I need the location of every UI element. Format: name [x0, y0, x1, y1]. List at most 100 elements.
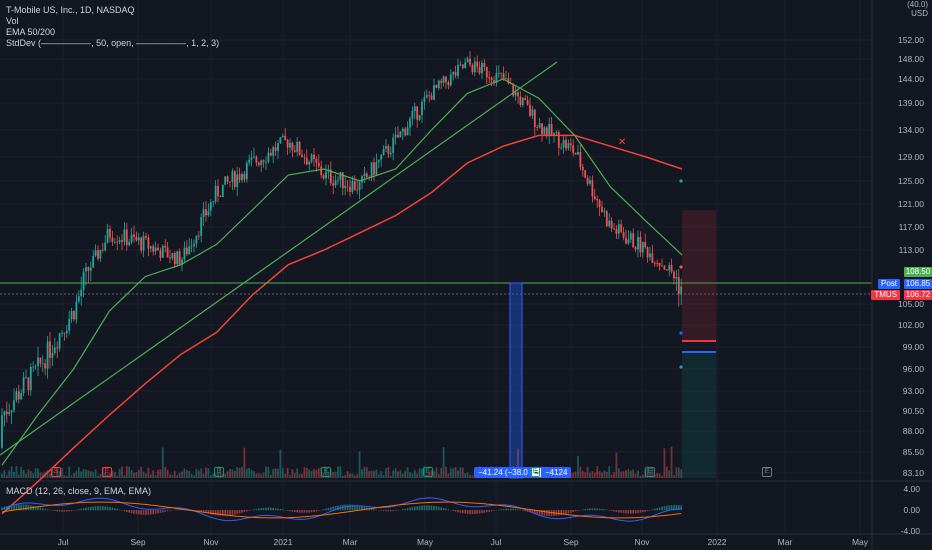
candle-body [572, 145, 575, 153]
candle-body [430, 95, 433, 100]
candle-body [82, 271, 85, 290]
candle-body [529, 104, 531, 116]
event-marker-s[interactable]: S [51, 467, 61, 477]
candle-body [303, 157, 306, 158]
candle-body [231, 171, 234, 182]
volume-bar [389, 475, 392, 478]
event-marker-e[interactable]: E [645, 467, 655, 477]
volume-bar [421, 468, 423, 478]
candle-body [286, 139, 289, 148]
volume-bar [416, 473, 419, 478]
candle-body [406, 127, 409, 136]
candle-body [361, 176, 363, 183]
macd-hist-bar [666, 505, 668, 511]
macd-hist-bar [663, 506, 666, 511]
macd-hist-bar [303, 510, 306, 513]
candle-body [502, 73, 505, 79]
volume-bar [675, 467, 678, 478]
legend-vol[interactable]: Vol [6, 16, 19, 26]
macd-legend[interactable]: MACD (12, 26, close, 9, EMA, EMA) [6, 486, 152, 496]
price-tick: 90.50 [903, 406, 925, 416]
volume-bar [8, 470, 11, 478]
volume-bar [193, 475, 195, 478]
candle-body [445, 76, 447, 83]
macd-hist-bar [382, 510, 385, 512]
macd-hist-bar [51, 510, 54, 511]
event-marker-e[interactable]: E [102, 467, 112, 477]
currency-unit[interactable]: (40.0) USD [907, 0, 928, 18]
volume-bar [217, 472, 219, 478]
candle-body [344, 185, 347, 189]
macd-hist-bar [133, 510, 135, 514]
macd-hist-bar [522, 510, 524, 511]
candle-body [397, 134, 399, 138]
macd-hist-bar [128, 510, 130, 513]
candle-body [207, 210, 210, 216]
macd-hist-bar [301, 510, 303, 513]
legend-ema[interactable]: EMA 50/200 [6, 27, 56, 37]
macd-hist-bar [524, 510, 526, 512]
volume-bar [572, 472, 575, 478]
volume-bar [97, 475, 99, 478]
event-marker-e[interactable]: E [530, 467, 540, 477]
volume-bar [130, 470, 133, 478]
macd-hist-bar [327, 507, 330, 511]
volume-bar [248, 467, 251, 478]
macd-hist-bar [291, 510, 294, 512]
macd-hist-bar [114, 508, 116, 511]
volume-bar [397, 471, 399, 478]
candle-body [490, 77, 493, 81]
price-tick: 99.00 [903, 342, 925, 352]
event-marker-e[interactable]: E [214, 467, 224, 477]
macd-hist-bar [37, 506, 39, 511]
time-tick: 2022 [708, 537, 727, 547]
volume-bar [332, 471, 335, 478]
candle-body [310, 154, 313, 162]
macd-hist-bar [265, 507, 267, 511]
macd-hist-bar [116, 508, 118, 511]
macd-tick: 4.00 [903, 484, 920, 494]
macd-hist-bar [361, 506, 363, 511]
volume-bar [224, 473, 227, 478]
volume-bar [73, 472, 75, 478]
candle-body [485, 66, 488, 78]
candle-body [202, 209, 205, 218]
candle-body [663, 265, 666, 270]
candle-body [243, 173, 246, 180]
candle-body [665, 269, 668, 271]
measure-label[interactable]: −41.24 (−38.0 ≡ −4124 [474, 467, 572, 478]
volume-bar [442, 447, 445, 478]
legend-stddev[interactable]: StdDev (––––––––––, 50, open, ––––––––––… [6, 38, 220, 48]
volume-bar [581, 470, 584, 478]
macd-hist-bar [416, 506, 418, 511]
candle-body [61, 332, 63, 334]
macd-pane [1, 497, 682, 522]
event-marker-e[interactable]: E [423, 467, 433, 477]
candle-body [68, 318, 71, 331]
ticker-label-tag: TMUS [871, 290, 900, 300]
macd-hist-bar [670, 505, 673, 511]
macd-hist-bar [22, 504, 25, 511]
volume-bar [123, 475, 126, 478]
post-label-tag: Post [877, 279, 900, 289]
macd-hist-bar [123, 510, 126, 512]
macd-hist-bar [534, 510, 536, 514]
event-marker-e[interactable]: E [762, 467, 772, 477]
macd-hist-bar [642, 510, 644, 513]
volume-bar [353, 475, 356, 478]
volume-bar [313, 469, 315, 478]
candle-body [29, 366, 32, 391]
candle-body [253, 156, 255, 158]
volume-bar [109, 472, 111, 478]
volume-bar [615, 452, 618, 478]
macd-hist-bar [394, 510, 397, 511]
candle-body [137, 237, 140, 241]
event-marker-e[interactable]: E [321, 467, 331, 477]
volume-bar [339, 466, 342, 478]
candle-body [130, 234, 133, 242]
macd-hist-bar [658, 507, 661, 511]
chart-legend: T-Mobile US, Inc., 1D, NASDAQ Vol EMA 50… [6, 5, 219, 49]
volume-bar [317, 468, 320, 478]
candle-body [260, 160, 263, 166]
